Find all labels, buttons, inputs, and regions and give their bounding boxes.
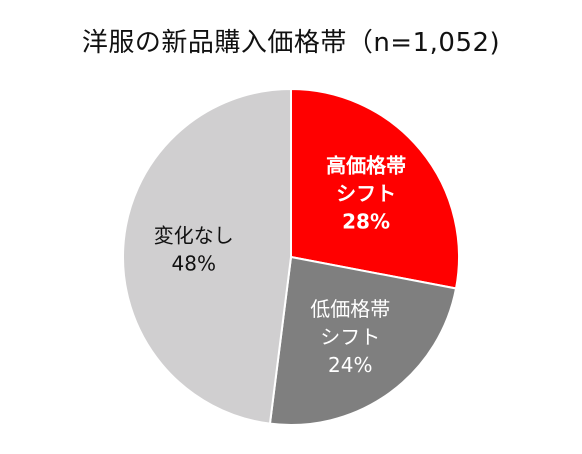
slice-percent-label: 48% [172, 251, 216, 275]
slice-category-label: シフト [320, 325, 380, 349]
slice-category-label: シフト [336, 181, 396, 205]
slice-category-label: 変化なし [154, 223, 234, 247]
chart-title: 洋服の新品購入価格帯（n=1,052) [81, 28, 501, 58]
slice-label-2: 変化なし 48% [154, 223, 234, 275]
slice-category-label: 高価格帯 [326, 153, 406, 177]
slice-percent-label: 28% [342, 209, 390, 233]
slice-category-label: 低価格帯 [310, 297, 390, 321]
pie-slice-1 [268, 255, 458, 426]
slice-percent-label: 24% [328, 353, 372, 377]
pie-slice-2 [122, 87, 292, 425]
pie-slice-0 [290, 87, 460, 290]
